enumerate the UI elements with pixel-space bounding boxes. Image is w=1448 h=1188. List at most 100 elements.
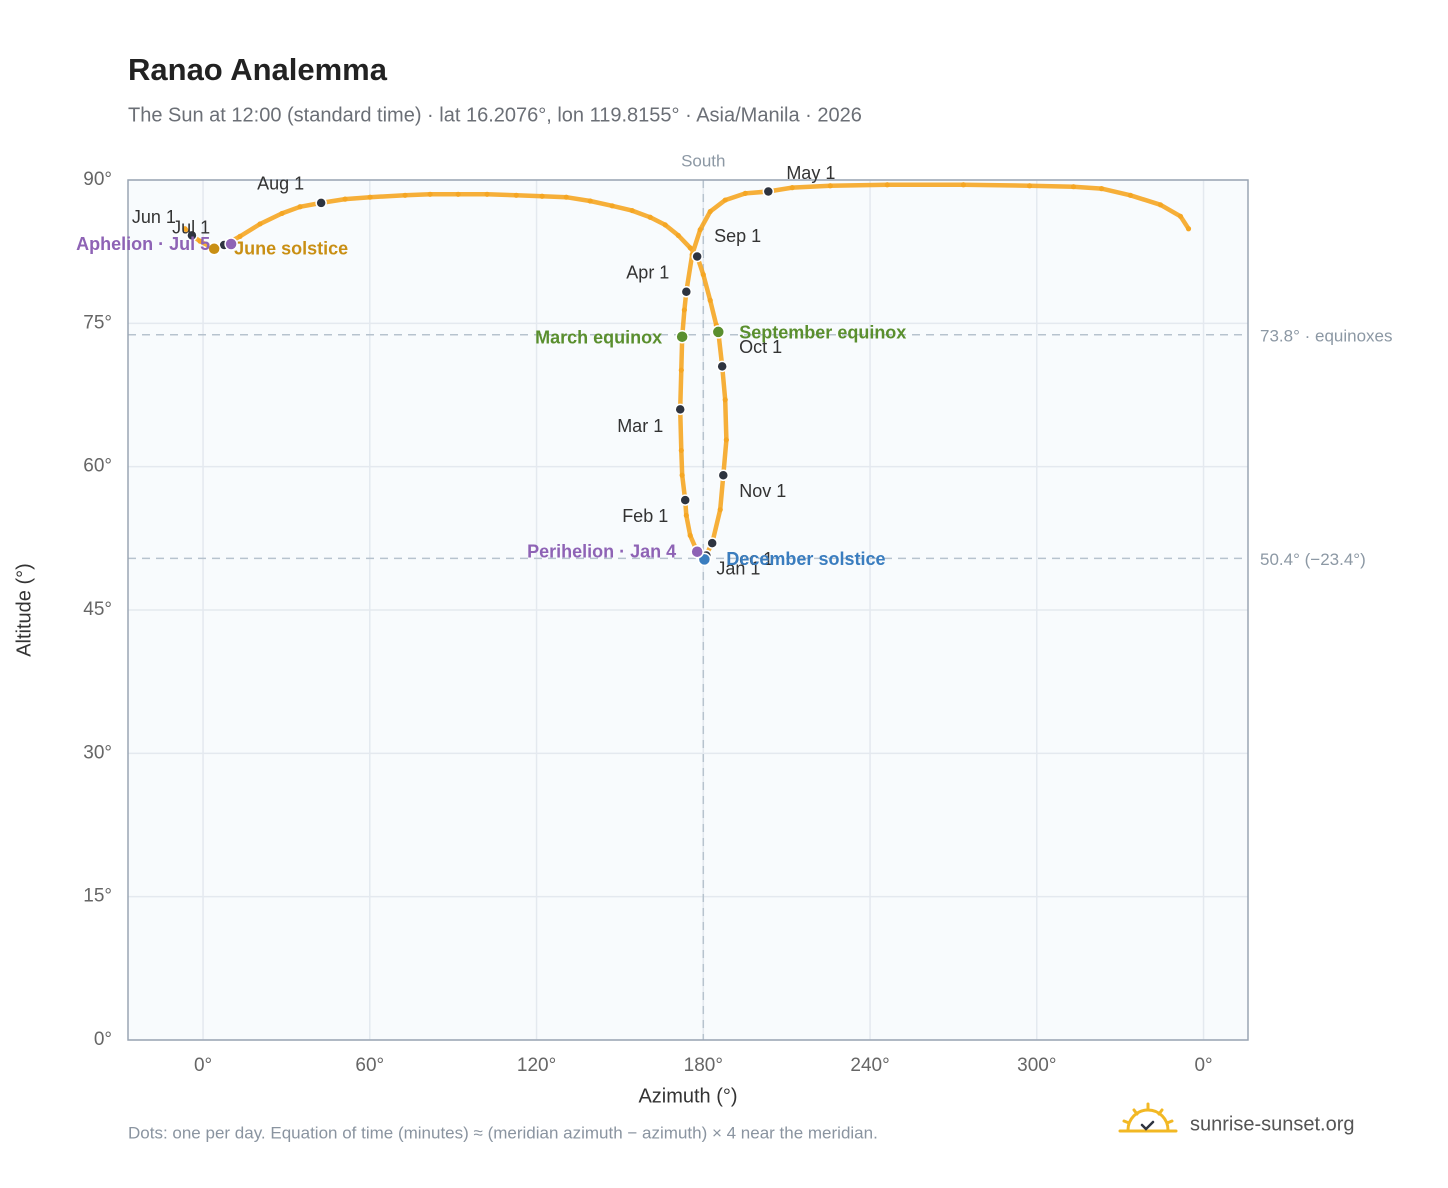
brand: sunrise-sunset.org <box>1190 1113 1355 1135</box>
month-label: Nov 1 <box>739 481 786 501</box>
day-dot <box>717 507 723 513</box>
day-dot <box>697 227 703 233</box>
y-tick-label: 60° <box>83 456 112 477</box>
month-label: May 1 <box>786 163 835 183</box>
month-label: Jan 1 <box>716 558 760 578</box>
day-dot <box>960 182 967 188</box>
x-axis-label: Azimuth (°) <box>638 1085 737 1107</box>
day-dot <box>722 197 728 203</box>
y-tick-label: 15° <box>83 886 112 907</box>
day-dot <box>675 232 681 239</box>
event-label: Aphelion · Jul 5 <box>76 234 210 254</box>
plot-border <box>127 179 1249 1041</box>
x-tick-label: 240° <box>850 1055 889 1076</box>
footnote: Dots: one per day. Equation of time (min… <box>128 1123 878 1142</box>
month-marker <box>679 494 691 506</box>
month-marker <box>706 537 718 549</box>
y-tick-label: 0° <box>94 1029 112 1050</box>
day-dot <box>513 192 519 198</box>
month-label: Mar 1 <box>617 416 663 436</box>
day-dot <box>257 221 263 227</box>
day-dot <box>742 190 748 196</box>
day-dot <box>237 233 243 239</box>
month-marker <box>762 185 775 198</box>
day-dot <box>687 532 693 539</box>
day-dot <box>722 397 728 403</box>
event-marker <box>224 237 238 251</box>
month-label: Apr 1 <box>626 263 669 283</box>
y-tick-label: 90° <box>83 169 112 190</box>
y-axis-label: Altitude (°) <box>13 563 35 657</box>
day-dot <box>455 191 461 197</box>
month-marker <box>315 197 327 209</box>
day-dot <box>609 203 615 209</box>
event-marker <box>690 544 704 559</box>
x-tick-label: 60° <box>355 1055 384 1076</box>
chart-title: Ranao Analemma <box>128 52 388 87</box>
day-dot <box>679 472 685 478</box>
day-dot <box>678 447 684 454</box>
reference-label: 73.8° · equinoxes <box>1260 326 1393 345</box>
day-dot <box>1185 226 1192 232</box>
x-tick-label: 120° <box>517 1055 556 1076</box>
reference-label: 50.4° (−23.4°) <box>1260 550 1366 569</box>
day-dot <box>1157 202 1164 208</box>
y-tick-label: 75° <box>83 312 112 333</box>
day-dot <box>563 194 569 200</box>
event-marker <box>207 242 221 256</box>
markers <box>186 185 775 567</box>
day-dot <box>723 437 729 443</box>
day-dot <box>789 185 795 191</box>
month-marker <box>674 403 686 416</box>
day-dot <box>683 512 689 519</box>
day-dot <box>827 183 833 189</box>
x-tick-label: 180° <box>684 1055 723 1076</box>
month-marker <box>717 469 730 482</box>
month-label: Aug 1 <box>257 174 304 194</box>
day-dot <box>662 222 668 228</box>
event-marker <box>711 325 726 339</box>
day-dot <box>402 192 408 198</box>
day-dot <box>687 245 693 251</box>
day-dot <box>1127 192 1134 198</box>
day-dot <box>427 191 433 197</box>
day-dot <box>182 226 188 232</box>
y-tick-label: 45° <box>83 599 112 620</box>
y-tick-label: 30° <box>83 742 112 763</box>
day-dot <box>587 198 593 204</box>
month-label: Oct 1 <box>739 337 782 357</box>
reference-label: South <box>681 151 725 170</box>
day-dot <box>539 193 545 199</box>
day-dot <box>707 297 713 303</box>
month-label: Dec 1 <box>726 549 773 569</box>
day-dot <box>647 214 653 220</box>
month-label: Sep 1 <box>714 226 761 246</box>
month-label: Jun 1 <box>132 207 176 227</box>
day-dot <box>297 204 303 210</box>
day-dot <box>1098 186 1105 192</box>
day-dot <box>342 196 348 202</box>
brand-logo <box>1118 1102 1178 1133</box>
chart-subtitle: The Sun at 12:00 (standard time) · lat 1… <box>128 104 862 126</box>
event-label: June solstice <box>234 239 348 259</box>
x-tick-label: 0° <box>1194 1055 1212 1076</box>
event-label: March equinox <box>535 327 662 347</box>
day-dot <box>197 238 203 244</box>
event-marker <box>675 329 689 344</box>
x-tick-label: 0° <box>194 1055 212 1076</box>
day-dot <box>279 210 285 217</box>
day-dot <box>707 208 713 215</box>
month-label: Feb 1 <box>622 506 668 526</box>
day-dot <box>678 367 684 373</box>
month-marker <box>186 229 198 242</box>
day-dot <box>681 307 687 313</box>
day-dot <box>629 207 635 214</box>
day-dot <box>484 191 490 197</box>
event-label: December solstice <box>726 549 885 569</box>
month-label: Jul 1 <box>172 218 210 238</box>
event-label: Perihelion · Jan 4 <box>527 541 676 561</box>
x-tick-label: 300° <box>1017 1055 1056 1076</box>
day-dot <box>367 194 373 200</box>
